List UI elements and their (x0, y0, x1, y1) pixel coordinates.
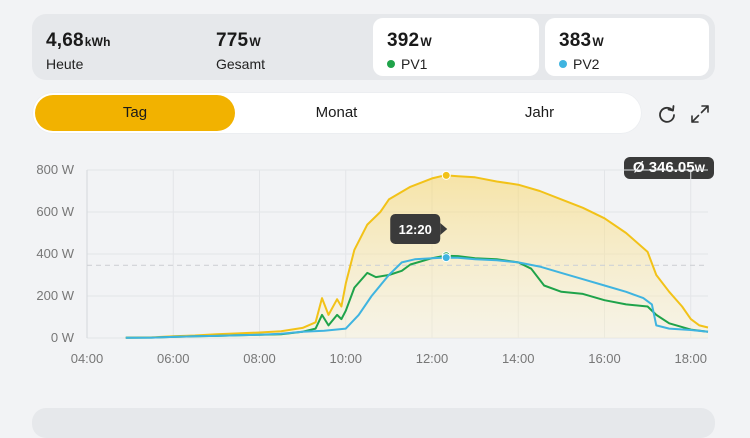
stat-pv1[interactable]: 392W PV1 (373, 18, 539, 76)
expand-icon[interactable] (688, 102, 712, 126)
stat-pv2-value: 383W (559, 30, 604, 51)
summary-panel: 4,68kWh Heute 775W Gesamt 392W PV1 383W … (32, 14, 715, 80)
tooltip: 12:20 (390, 214, 448, 244)
pv1-legend-dot (387, 60, 395, 68)
y-tick-label: 800 W (36, 162, 74, 177)
tooltip-arrow (440, 223, 448, 235)
stat-today-value: 4,68kWh (46, 30, 111, 51)
highlight-dot-pv2 (441, 253, 451, 263)
series-line-gesamt (125, 174, 709, 339)
stat-pv1-label: PV1 (387, 56, 427, 72)
period-tabs: Tag Monat Jahr (32, 92, 642, 134)
stat-pv2-label: PV2 (559, 56, 599, 72)
tab-jahr[interactable]: Jahr (524, 104, 555, 121)
x-tick-label: 08:00 (243, 351, 276, 366)
series-area-gesamt (125, 175, 709, 338)
y-tick-label: 600 W (36, 204, 74, 219)
y-tick-label: 200 W (36, 288, 74, 303)
y-tick-label: 400 W (36, 246, 74, 261)
tooltip-time: 12:20 (399, 222, 432, 237)
x-tick-label: 12:00 (416, 351, 449, 366)
stat-total-value: 775W (216, 30, 261, 51)
bottom-panel (32, 408, 715, 438)
power-chart[interactable]: 800 W 600 W 400 W 200 W 0 W 04:00 06:00 08:00 10… (0, 150, 750, 380)
x-tick-label: 14:00 (502, 351, 535, 366)
tooltip-box (390, 214, 441, 244)
x-tick-label: 04:00 (71, 351, 104, 366)
refresh-icon[interactable] (655, 102, 679, 126)
stat-today-label: Heute (46, 56, 84, 72)
stat-today: 4,68kWh Heute (32, 18, 202, 76)
tab-tag[interactable]: Tag (35, 95, 235, 131)
tab-monat[interactable]: Monat (315, 104, 358, 121)
x-tick-label: 16:00 (588, 351, 621, 366)
stat-total-label: Gesamt (216, 56, 266, 72)
x-tick-label: 18:00 (674, 351, 707, 366)
stat-pv1-value: 392W (387, 30, 432, 51)
y-tick-label: 0 W (51, 330, 75, 345)
average-badge: Ø 346.05W (623, 157, 714, 179)
x-tick-label: 06:00 (157, 351, 190, 366)
stat-pv2[interactable]: 383W PV2 (545, 18, 709, 76)
series-line-pv2 (125, 256, 709, 339)
highlight-dot-gesamt (441, 170, 451, 180)
stat-total: 775W Gesamt (202, 18, 372, 76)
pv2-legend-dot (559, 60, 567, 68)
x-tick-label: 10:00 (329, 351, 362, 366)
